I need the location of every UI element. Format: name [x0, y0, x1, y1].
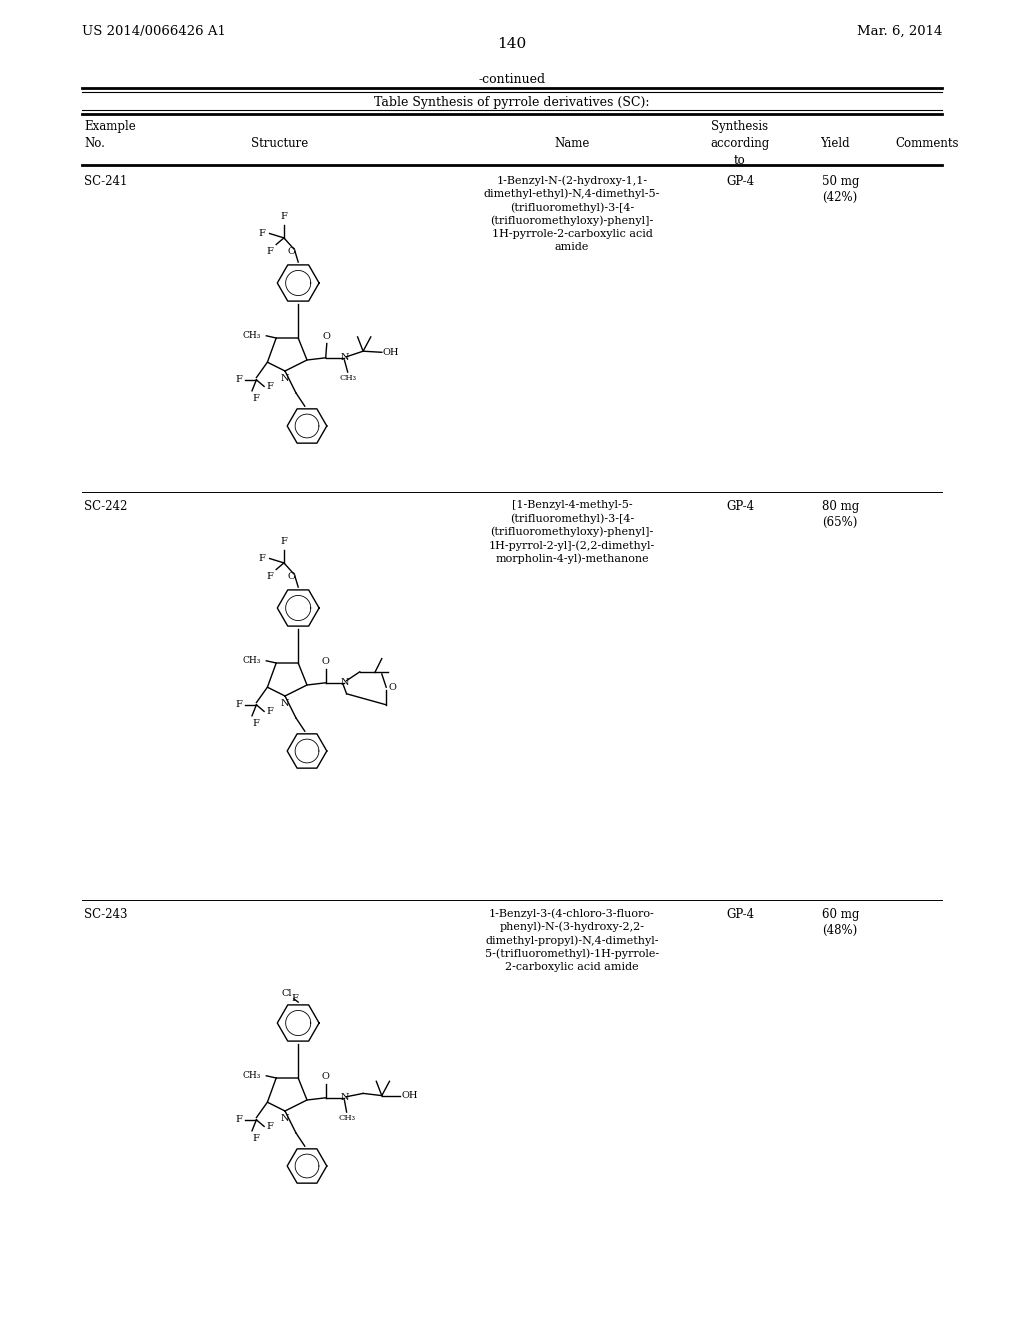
- Text: 50 mg: 50 mg: [822, 176, 859, 187]
- Text: Example: Example: [84, 120, 136, 133]
- Text: F: F: [236, 701, 242, 709]
- Text: F: F: [291, 994, 298, 1003]
- Text: US 2014/0066426 A1: US 2014/0066426 A1: [82, 25, 226, 38]
- Text: 1-Benzyl-3-(4-chloro-3-fluoro-
phenyl)-N-(3-hydroxy-2,2-
dimethyl-propyl)-N,4-di: 1-Benzyl-3-(4-chloro-3-fluoro- phenyl)-N…: [485, 908, 659, 972]
- Text: F: F: [258, 228, 265, 238]
- Text: (42%): (42%): [822, 191, 857, 205]
- Text: SC-243: SC-243: [84, 908, 128, 921]
- Text: F: F: [266, 1122, 273, 1131]
- Text: to: to: [734, 154, 745, 168]
- Text: OH: OH: [401, 1092, 418, 1100]
- Text: F: F: [252, 1134, 259, 1143]
- Text: 60 mg: 60 mg: [822, 908, 859, 921]
- Text: F: F: [258, 554, 265, 564]
- Text: O: O: [388, 682, 396, 692]
- Text: Table Synthesis of pyrrole derivatives (SC):: Table Synthesis of pyrrole derivatives (…: [374, 96, 650, 110]
- Text: F: F: [236, 1115, 242, 1125]
- Text: F: F: [281, 213, 288, 222]
- Text: N: N: [281, 700, 289, 708]
- Text: O: O: [323, 333, 331, 342]
- Text: CH₃: CH₃: [243, 656, 261, 665]
- Text: CH₃: CH₃: [338, 1114, 355, 1122]
- Text: GP-4: GP-4: [726, 176, 754, 187]
- Text: CH₃: CH₃: [243, 1072, 261, 1080]
- Text: Structure: Structure: [251, 137, 308, 150]
- Text: [1-Benzyl-4-methyl-5-
(trifluoromethyl)-3-[4-
(trifluoromethyloxy)-phenyl]-
1H-p: [1-Benzyl-4-methyl-5- (trifluoromethyl)-…: [488, 500, 655, 564]
- Text: N: N: [281, 374, 289, 383]
- Text: F: F: [236, 375, 242, 384]
- Text: Yield: Yield: [820, 137, 850, 150]
- Text: F: F: [266, 572, 273, 581]
- Text: N: N: [340, 1093, 348, 1102]
- Text: F: F: [266, 708, 273, 715]
- Text: F: F: [266, 381, 273, 391]
- Text: O: O: [322, 657, 330, 667]
- Text: 140: 140: [498, 37, 526, 51]
- Text: Name: Name: [554, 137, 590, 150]
- Text: OH: OH: [383, 347, 399, 356]
- Text: Mar. 6, 2014: Mar. 6, 2014: [857, 25, 942, 38]
- Text: O: O: [322, 1072, 330, 1081]
- Text: GP-4: GP-4: [726, 500, 754, 513]
- Text: F: F: [266, 247, 273, 256]
- Text: Comments: Comments: [895, 137, 958, 150]
- Text: O: O: [287, 572, 295, 581]
- Text: O: O: [287, 247, 295, 256]
- Text: 1-Benzyl-N-(2-hydroxy-1,1-
dimethyl-ethyl)-N,4-dimethyl-5-
(trifluoromethyl)-3-[: 1-Benzyl-N-(2-hydroxy-1,1- dimethyl-ethy…: [483, 176, 660, 252]
- Text: SC-242: SC-242: [84, 500, 127, 513]
- Text: N: N: [340, 678, 348, 688]
- Text: (65%): (65%): [822, 516, 857, 529]
- Text: SC-241: SC-241: [84, 176, 127, 187]
- Text: (48%): (48%): [822, 924, 857, 937]
- Text: F: F: [252, 719, 259, 729]
- Text: N: N: [340, 354, 348, 362]
- Text: N: N: [281, 1114, 289, 1123]
- Text: CH₃: CH₃: [339, 375, 356, 383]
- Text: F: F: [252, 395, 259, 403]
- Text: GP-4: GP-4: [726, 908, 754, 921]
- Text: Cl: Cl: [282, 989, 292, 998]
- Text: -continued: -continued: [478, 73, 546, 86]
- Text: No.: No.: [84, 137, 104, 150]
- Text: according: according: [711, 137, 770, 150]
- Text: CH₃: CH₃: [243, 331, 261, 341]
- Text: F: F: [281, 537, 288, 546]
- Text: Synthesis: Synthesis: [712, 120, 769, 133]
- Text: 80 mg: 80 mg: [822, 500, 859, 513]
